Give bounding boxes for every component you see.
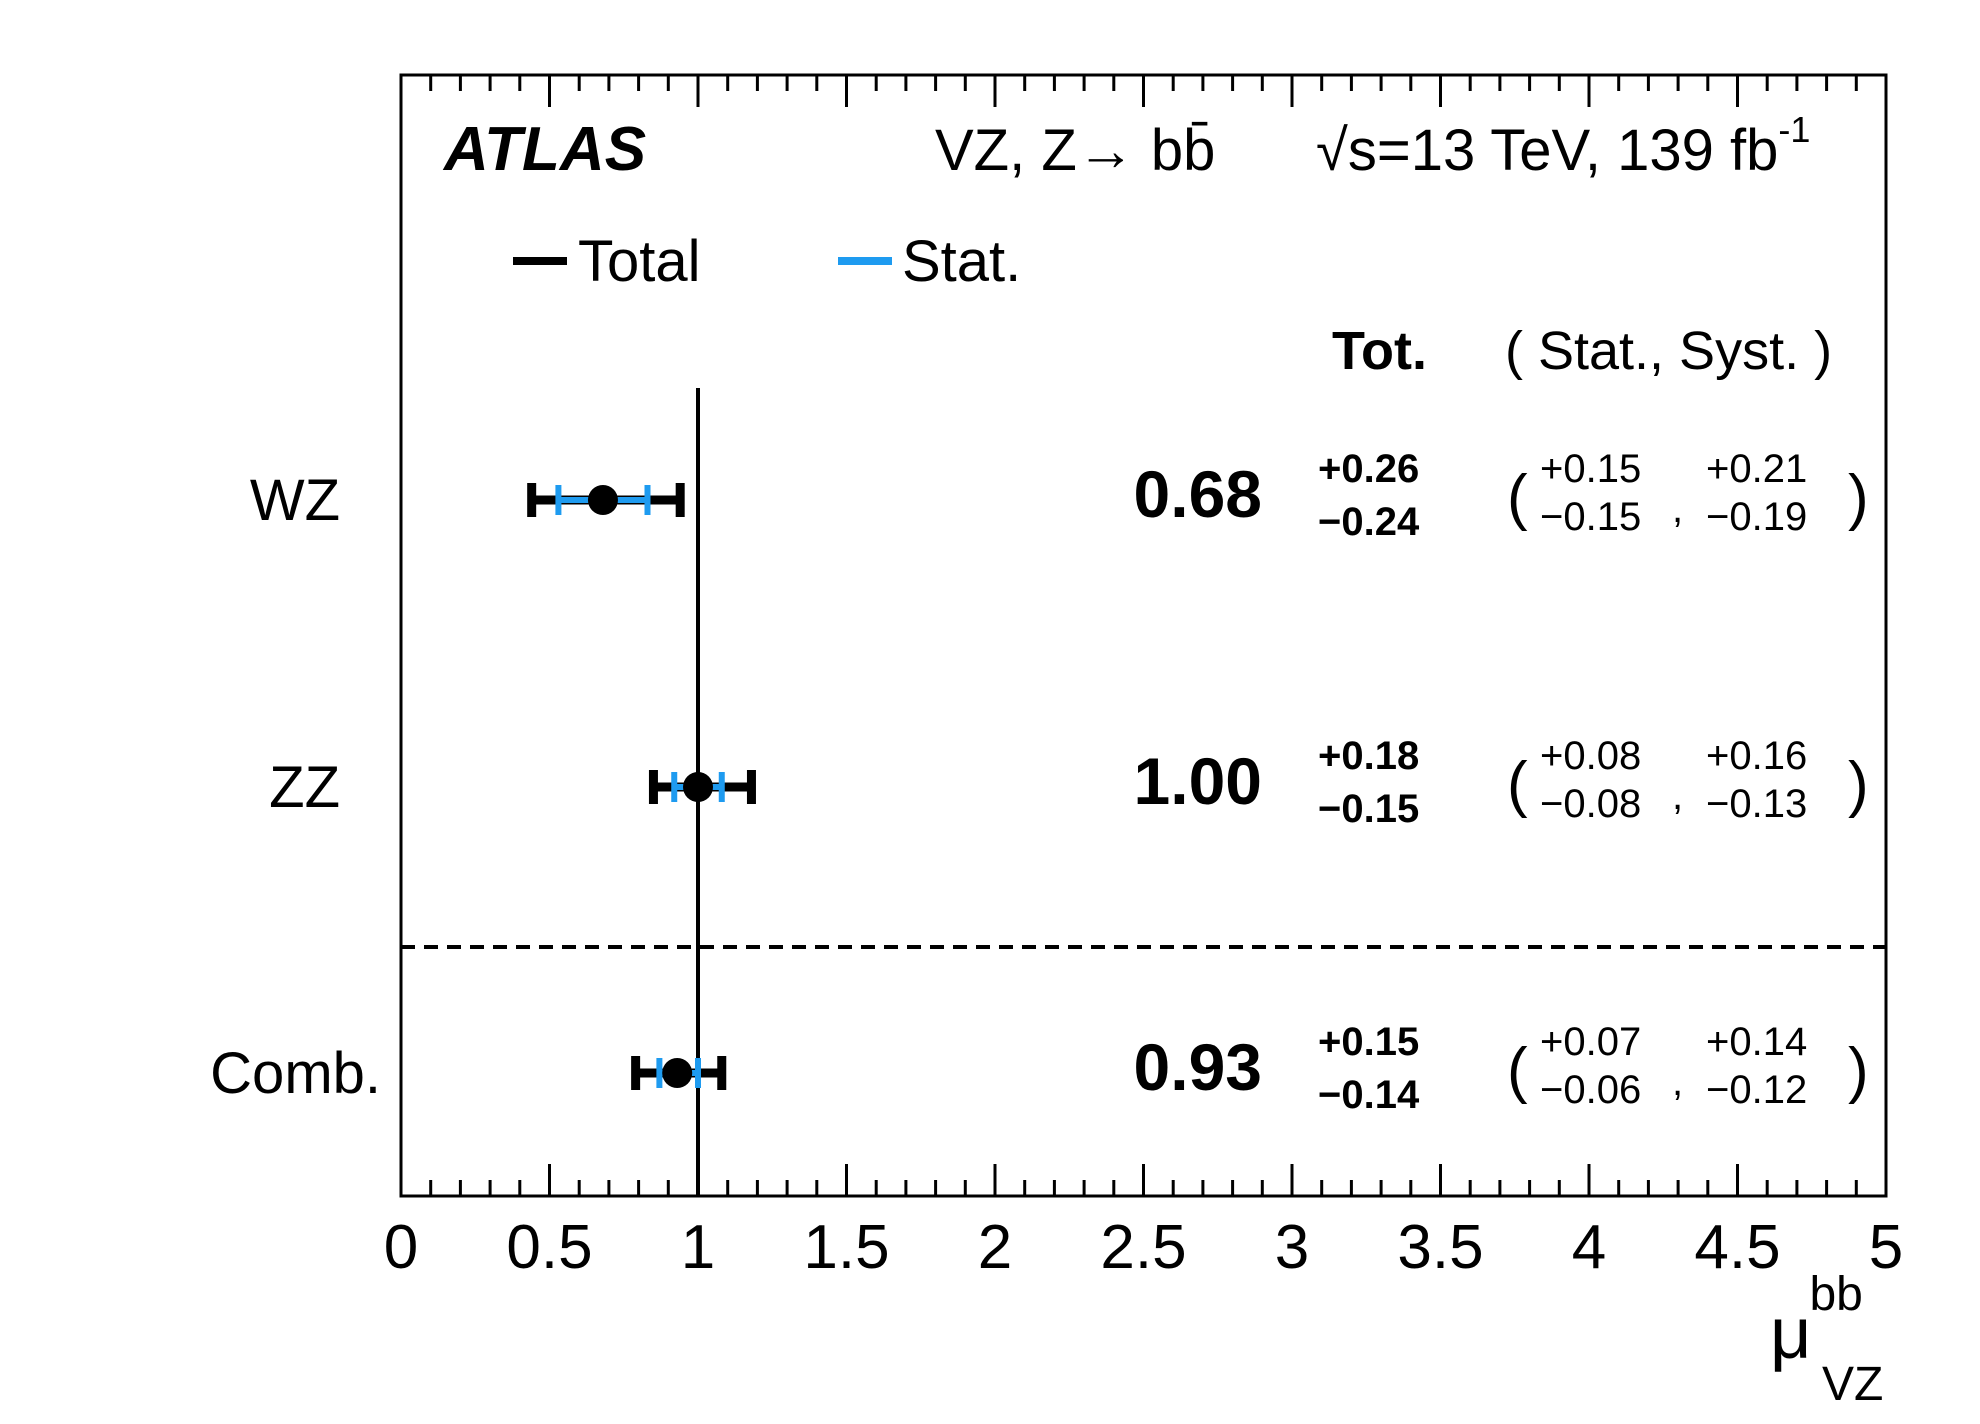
stat-error-up: +0.15: [1540, 447, 1641, 491]
total-error-down: −0.15: [1318, 787, 1419, 831]
x-tick-label: 1: [681, 1213, 715, 1282]
header-total: Tot.: [1332, 321, 1427, 381]
stat-error-down: −0.08: [1540, 782, 1641, 826]
legend-stat-label: Stat.: [902, 229, 1021, 294]
paren-open: (: [1507, 463, 1528, 532]
total-error-up: +0.15: [1318, 1020, 1419, 1064]
paren-open: (: [1507, 1036, 1528, 1105]
stat-error-up: +0.08: [1540, 734, 1641, 778]
x-tick-label: 4.5: [1694, 1213, 1780, 1282]
paren-close: ): [1848, 463, 1869, 532]
syst-error-up: +0.16: [1706, 734, 1807, 778]
stat-error-down: −0.06: [1540, 1068, 1641, 1112]
total-error-up: +0.26: [1318, 447, 1419, 491]
central-value-text: 1.00: [1134, 744, 1262, 818]
separator-comma: ,: [1672, 774, 1683, 818]
central-value-point: [587, 485, 618, 515]
stat-error-down: −0.15: [1540, 495, 1641, 539]
legend-total-label: Total: [578, 229, 701, 294]
syst-error-up: +0.14: [1706, 1020, 1807, 1064]
central-value-point: [683, 772, 713, 802]
x-axis-label: μbb VZ: [1770, 1268, 1883, 1411]
separator-comma: ,: [1672, 487, 1683, 531]
total-error-down: −0.24: [1318, 500, 1420, 544]
total-error-down: −0.14: [1318, 1073, 1420, 1117]
syst-error-up: +0.21: [1706, 447, 1807, 491]
x-tick-label: 0.5: [506, 1213, 592, 1282]
paren-close: ): [1848, 1036, 1869, 1105]
row-label: WZ: [250, 468, 340, 533]
energy-label: √s=13 TeV, 139 fb-1: [1316, 109, 1810, 183]
paren-close: ): [1848, 750, 1869, 819]
total-error-up: +0.18: [1318, 734, 1419, 778]
experiment-label: ATLAS: [442, 115, 646, 184]
x-tick-label: 2.5: [1100, 1213, 1186, 1282]
central-value-point: [662, 1058, 693, 1088]
header-breakdown: ( Stat., Syst. ): [1505, 321, 1832, 381]
x-tick-label: 2: [978, 1213, 1012, 1282]
central-value-text: 0.68: [1134, 457, 1262, 531]
x-tick-label: 3: [1275, 1213, 1309, 1282]
x-tick-label: 1.5: [803, 1213, 889, 1282]
syst-error-down: −0.13: [1706, 782, 1807, 826]
row-label: ZZ: [269, 755, 340, 820]
x-tick-label: 5: [1869, 1213, 1903, 1282]
process-label: VZ, Z→ bb̄: [935, 118, 1215, 183]
stat-error-up: +0.07: [1540, 1020, 1641, 1064]
separator-comma: ,: [1672, 1060, 1683, 1104]
paren-open: (: [1507, 750, 1528, 819]
x-tick-label: 0: [384, 1213, 418, 1282]
row-label: Comb.: [210, 1041, 381, 1106]
syst-error-down: −0.12: [1706, 1068, 1807, 1112]
x-tick-label: 4: [1572, 1213, 1606, 1282]
central-value-text: 0.93: [1134, 1030, 1262, 1104]
syst-error-down: −0.19: [1706, 495, 1807, 539]
x-tick-label: 3.5: [1397, 1213, 1483, 1282]
